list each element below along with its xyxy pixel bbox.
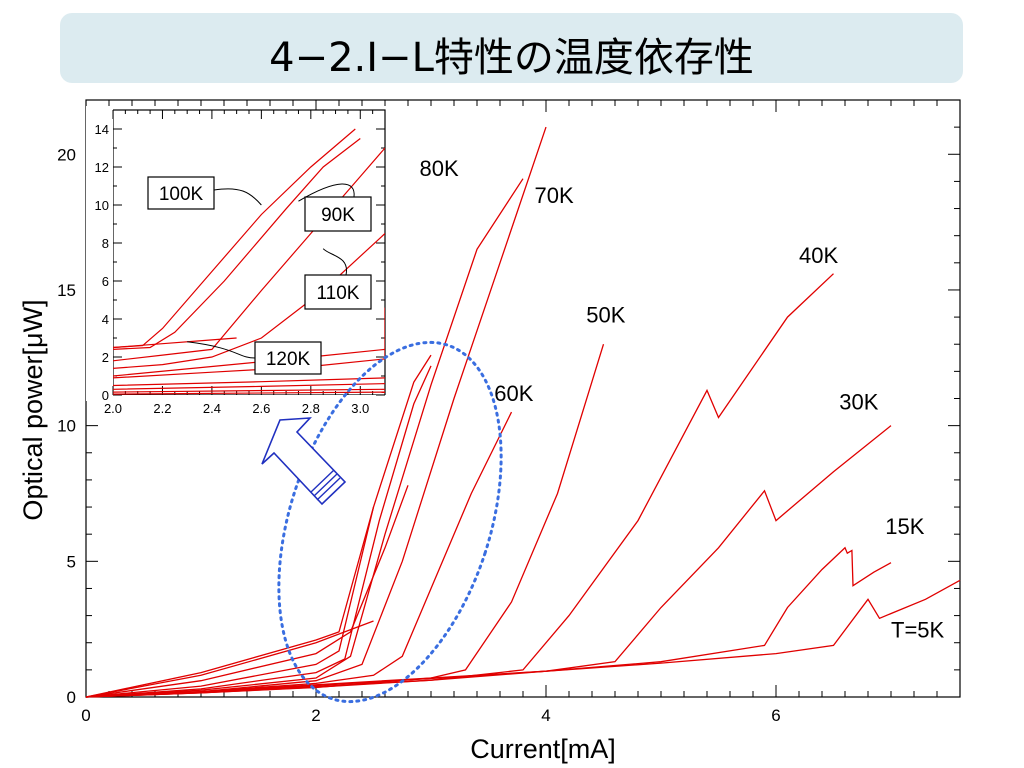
callout-label: 90K <box>321 205 355 226</box>
x-tick-label: 0 <box>81 706 90 725</box>
callout-box <box>304 196 372 232</box>
callout-label: 100K <box>159 184 204 205</box>
inset-y-tick-label: 8 <box>102 236 109 251</box>
zoom-arrow-icon <box>261 417 347 506</box>
zoom-arrow-stripe <box>313 473 338 497</box>
y-tick-label: 15 <box>57 281 76 300</box>
y-axis-label: Optical power[μW] <box>18 299 48 520</box>
title-banner: 4−2.I−L特性の温度依存性 <box>60 13 963 83</box>
inset-series-line <box>113 138 361 350</box>
series-line <box>85 546 892 698</box>
callout-label: 110K <box>317 283 360 304</box>
inset-y-tick-label: 14 <box>95 122 109 137</box>
callout-leader <box>187 341 256 359</box>
inset-plot: 2.0 2.2 2.4 2.6 2.8 3.0 0 2 4 6 8 10 12 14 100K 90K 110K… <box>86 106 387 425</box>
series-line <box>85 506 375 698</box>
series-line <box>85 354 432 698</box>
series-label: 30K <box>839 389 878 414</box>
inset-y-tick-label: 10 <box>95 198 109 213</box>
inset-y-tick-label: 2 <box>102 350 109 365</box>
inset-y-tick-label: 12 <box>95 160 109 175</box>
y-tick-label: 20 <box>57 145 76 164</box>
x-tick-label: 4 <box>541 706 550 725</box>
series-line <box>85 485 409 698</box>
series-line <box>85 344 605 698</box>
callout-box <box>254 341 322 375</box>
inset-x-tick-label: 2.0 <box>104 401 122 416</box>
y-tick-label: 5 <box>67 552 76 571</box>
series-line <box>85 365 432 698</box>
series-label: 40K <box>799 243 838 268</box>
series-line <box>85 178 524 698</box>
series-line <box>85 579 961 698</box>
inset-series-line <box>113 377 385 387</box>
inset-x-tick-label: 3.0 <box>351 401 369 416</box>
x-tick-label: 6 <box>771 706 780 725</box>
series-line <box>85 620 374 698</box>
callout-leader <box>213 188 262 206</box>
inset-series-line <box>113 391 385 395</box>
inset-x-tick-label: 2.4 <box>203 401 221 416</box>
series-label: T=5K <box>891 617 945 642</box>
series-label: 15K <box>885 514 924 539</box>
zoom-arrow-stripe <box>310 469 335 493</box>
inset-label-bg <box>96 395 387 425</box>
inset-x-tick-label: 2.8 <box>302 401 320 416</box>
callout-leader <box>298 183 355 202</box>
inset-y-tick-label: 0 <box>102 388 109 403</box>
inset-x-tick-label: 2.6 <box>252 401 270 416</box>
inset-x-tick-label: 2.2 <box>153 401 171 416</box>
series-label: 80K <box>420 156 459 181</box>
page-title: 4−2.I−L特性の温度依存性 <box>269 35 754 81</box>
y-tick-label: 0 <box>67 688 76 707</box>
series-label: 70K <box>535 183 574 208</box>
callout-box <box>147 176 215 210</box>
callout-leader <box>322 248 347 276</box>
inset-label-bg <box>86 106 113 401</box>
series-label: 60K <box>494 381 533 406</box>
callout-box <box>304 274 372 310</box>
callout-label: 120K <box>266 349 311 370</box>
inset-series-line <box>113 388 385 393</box>
x-tick-label: 2 <box>311 706 320 725</box>
series-line <box>85 126 547 698</box>
y-tick-label: 10 <box>57 417 76 436</box>
inset-y-tick-label: 6 <box>102 274 109 289</box>
series-label: 50K <box>586 303 625 328</box>
inset-series-line <box>113 147 385 362</box>
inset-y-tick-label: 4 <box>102 312 109 327</box>
x-axis-label: Current[mA] <box>470 734 616 764</box>
inset-series-line <box>113 383 385 390</box>
highlight-ellipse <box>277 340 503 704</box>
annotations <box>261 340 503 704</box>
zoom-arrow-stripe <box>316 477 341 501</box>
